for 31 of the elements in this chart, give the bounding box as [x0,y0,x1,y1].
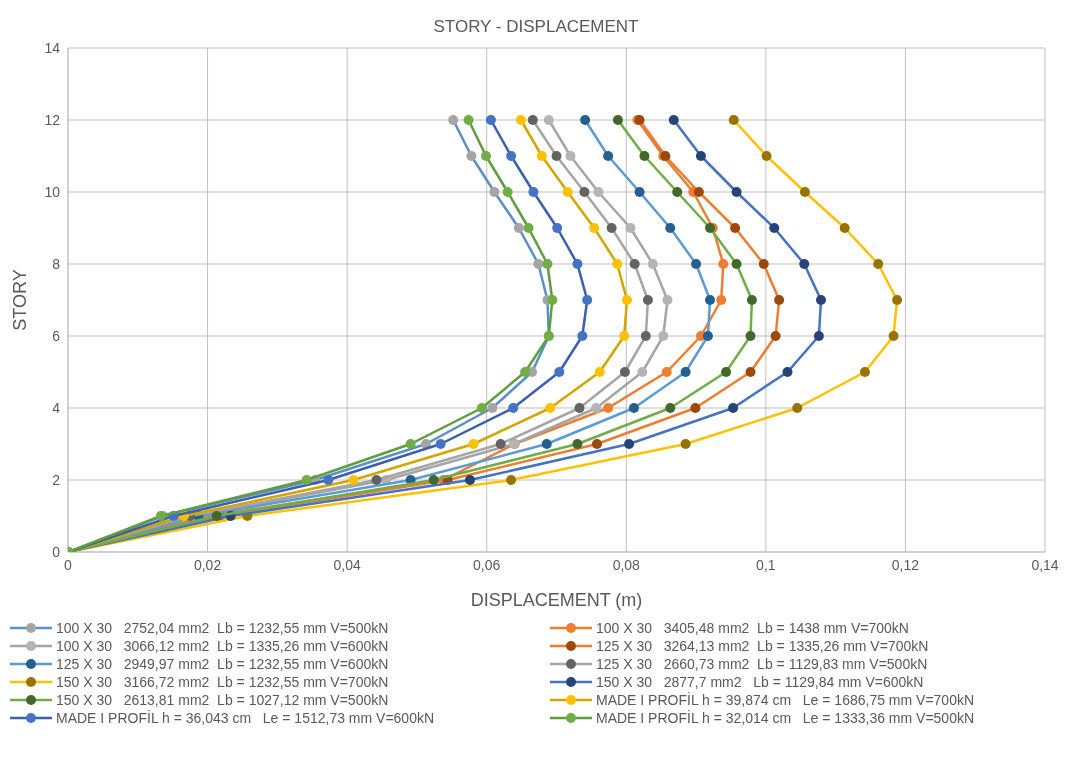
legend-label: 100 X 30 2752,04 mm2 Lb = 1232,55 mm V=500kN [56,620,389,636]
y-tick-label: 12 [44,111,61,128]
x-tick-label: 0,04 [333,556,361,573]
legend-label: 125 X 30 3264,13 mm2 Lb = 1335,26 mm V=700kN [596,638,929,654]
x-tick-label: 0 [64,556,73,573]
x-tick-label: 0,14 [1031,556,1059,573]
x-tick-label: 0,02 [193,556,222,573]
y-tick-label: 6 [52,327,61,344]
legend-label: 150 X 30 3166,72 mm2 Lb = 1232,55 mm V=700kN [56,674,389,690]
x-axis-title: DISPLACEMENT (m) [470,590,643,610]
legend-label: 125 X 30 2949,97 mm2 Lb = 1232,55 mm V=600kN [56,656,389,672]
x-tick-label: 0,08 [612,556,641,573]
chart-title: STORY - DISPLACEMENT [433,17,639,36]
y-tick-label: 14 [44,39,61,56]
x-tick-label: 0,12 [891,556,920,573]
x-tick-label: 0,06 [473,556,501,573]
y-axis-title: STORY [10,269,31,331]
y-tick-label: 4 [52,399,61,416]
legend-label: 125 X 30 2660,73 mm2 Lb = 1129,83 mm V=500kN [596,656,928,672]
legend-label: 150 X 30 2613,81 mm2 Lb = 1027,12 mm V=500kN [56,692,389,708]
legend-label: MADE I PROFİL h = 39,874 cm Le = 1686,75 mm V=700kN [596,692,975,708]
legend-label: MADE I PROFİL h = 36,043 cm Le = 1512,73 mm V=600kN [56,710,435,726]
y-tick-label: 0 [52,543,61,560]
legend-label: MADE I PROFİL h = 32,014 cm Le = 1333,36 mm V=500kN [596,710,975,726]
y-tick-label: 8 [52,255,61,272]
y-tick-label: 10 [44,183,61,200]
legend-label: 100 X 30 3405,48 mm2 Lb = 1438 mm V=700kN [596,620,909,636]
legend-label: 100 X 30 3066,12 mm2 Lb = 1335,26 mm V=600kN [56,638,389,654]
legend-label: 150 X 30 2877,7 mm2 Lb = 1129,84 mm V=600kN [596,674,924,690]
y-tick-label: 2 [52,471,61,488]
x-tick-label: 0,1 [756,556,776,573]
